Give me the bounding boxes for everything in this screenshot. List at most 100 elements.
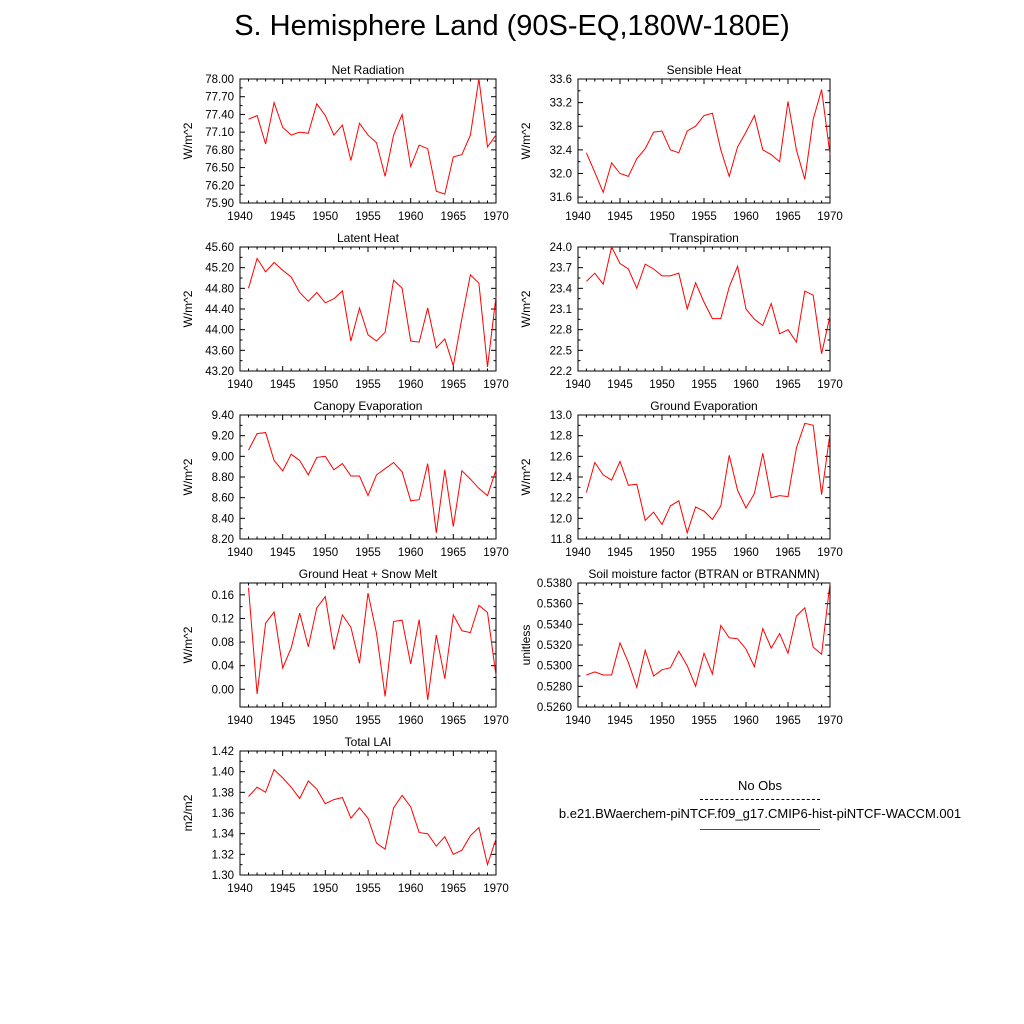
x-tick-label: 1945 [607,211,633,223]
y-tick-label: 1.34 [212,829,235,841]
x-tick-label: 1955 [355,379,381,391]
panel-7: Soil moisture factor (BTRAN or BTRANMN) 1… [519,567,843,727]
y-tick-label: 0.08 [212,637,234,649]
y-tick-label: 12.8 [550,431,572,443]
y-tick-label: 0.5260 [537,702,572,714]
y-tick-label: 22.8 [550,325,572,337]
y-tick-label: 76.20 [205,180,234,192]
x-tick-label: 1965 [775,547,801,559]
plot-frame [577,78,831,204]
y-tick-label: 8.80 [212,472,234,484]
y-tick-label: 1.30 [212,870,234,882]
y-tick-label: 76.50 [205,163,234,175]
y-axis-label: W/m^2 [181,458,195,495]
panel-1: Sensible Heat 1940 1945 1950 1955 1960 1965 197… [519,63,843,223]
x-tick-label: 1965 [441,715,467,727]
y-tick-label: 77.70 [205,92,234,104]
x-tick-label: 1965 [775,379,801,391]
x-tick-label: 1940 [227,883,253,895]
x-tick-label: 1960 [733,379,759,391]
x-tick-label: 1960 [398,883,424,895]
y-tick-label: 1.42 [212,746,234,758]
x-tick-label: 1945 [270,883,296,895]
y-tick-label: 12.2 [550,493,572,505]
x-tick-label: 1960 [733,715,759,727]
x-tick-label: 1945 [607,379,633,391]
y-tick-label: 0.5280 [537,681,572,693]
x-tick-label: 1965 [775,715,801,727]
x-tick-label: 1950 [313,715,339,727]
panel-title: Soil moisture factor (BTRAN or BTRANMN) [588,567,819,581]
x-tick-label: 1945 [607,715,633,727]
legend-obs-line [700,799,820,800]
x-tick-label: 1950 [649,379,675,391]
x-tick-label: 1940 [227,715,253,727]
plot-frame [239,414,497,540]
y-tick-label: 9.40 [212,410,234,422]
y-tick-label: 44.40 [205,304,234,316]
x-tick-label: 1970 [483,547,509,559]
y-tick-label: 23.4 [550,283,573,295]
legend-obs-label: No Obs [737,778,783,793]
y-tick-label: 45.20 [205,263,234,275]
x-tick-label: 1945 [270,379,296,391]
y-tick-label: 33.2 [550,98,572,110]
x-tick-label: 1950 [649,547,675,559]
y-tick-label: 12.4 [550,472,573,484]
y-tick-label: 1.32 [212,849,234,861]
y-tick-label: 43.60 [205,345,234,357]
y-tick-label: 1.36 [212,808,234,820]
series-line [248,257,497,367]
plot-frame [239,750,497,876]
y-tick-label: 44.80 [205,283,234,295]
x-tick-label: 1950 [649,211,675,223]
panel-title: Ground Heat + Snow Melt [299,567,438,581]
x-tick-label: 1965 [775,211,801,223]
y-tick-label: 22.2 [550,366,572,378]
x-tick-label: 1940 [565,379,591,391]
panel-title: Latent Heat [337,231,400,245]
y-tick-label: 0.5300 [537,661,572,673]
x-tick-label: 1970 [483,211,509,223]
x-tick-label: 1955 [691,715,717,727]
y-axis-label: W/m^2 [181,626,195,663]
y-tick-label: 0.5340 [537,619,572,631]
y-tick-label: 8.20 [212,534,234,546]
y-tick-label: 8.40 [212,513,234,525]
x-tick-label: 1970 [483,883,509,895]
plot-frame [239,78,497,204]
x-tick-label: 1945 [270,547,296,559]
y-tick-label: 12.0 [550,513,572,525]
x-tick-label: 1950 [313,883,339,895]
y-tick-label: 32.4 [550,145,573,157]
panel-title: Net Radiation [332,63,405,77]
y-tick-label: 44.00 [205,325,234,337]
y-tick-label: 23.1 [550,304,572,316]
y-axis-label: W/m^2 [519,290,533,327]
y-axis-label: m2/m2 [181,794,195,831]
y-tick-label: 9.20 [212,431,234,443]
x-tick-label: 1940 [227,379,253,391]
x-tick-label: 1940 [227,547,253,559]
panel-2: Latent Heat 1940 1945 1950 1955 1960 1965 1970 4… [181,231,509,391]
figure-title: S. Hemisphere Land (90S-EQ,180W-180E) [234,10,790,42]
y-tick-label: 31.6 [550,192,572,204]
panel-0: Net Radiation 1940 1945 1950 1955 1960 1965 197… [181,63,509,223]
x-tick-label: 1960 [398,547,424,559]
legend-case-label: b.e21.BWaerchem-piNTCF.f09_g17.CMIP6-his… [558,806,962,821]
y-tick-label: 0.5380 [537,578,572,590]
x-tick-label: 1945 [607,547,633,559]
panel-5: Ground Evaporation 1940 1945 1950 1955 1960 19… [519,399,843,559]
y-tick-label: 45.60 [205,242,234,254]
series-line [248,432,497,533]
legend-case-line [700,829,820,830]
y-tick-label: 22.5 [550,345,572,357]
y-tick-label: 76.80 [205,145,234,157]
y-axis-label: W/m^2 [519,122,533,159]
x-tick-label: 1960 [398,715,424,727]
panel-4: Canopy Evaporation 1940 1945 1950 1955 1960 19… [181,399,509,559]
y-tick-label: 23.7 [550,263,572,275]
x-tick-label: 1965 [441,547,467,559]
y-tick-label: 43.20 [205,366,234,378]
x-tick-label: 1940 [565,547,591,559]
